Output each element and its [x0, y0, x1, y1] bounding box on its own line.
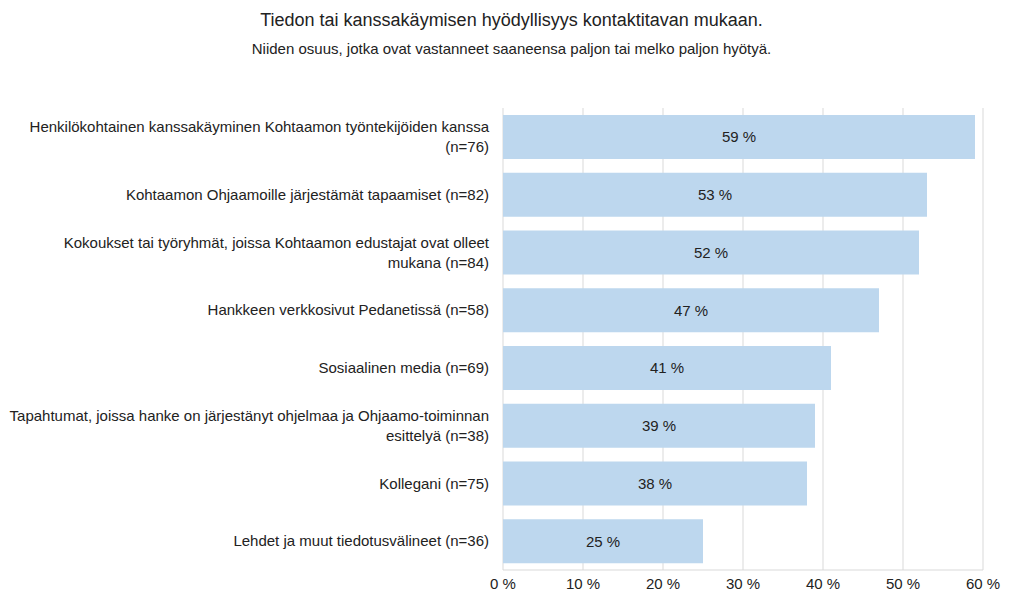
svg-text:38 %: 38 % — [638, 475, 672, 492]
svg-text:59 %: 59 % — [722, 128, 756, 145]
svg-text:Henkilökohtainen kanssakäymine: Henkilökohtainen kanssakäyminen Kohtaamo… — [30, 118, 490, 155]
svg-text:53 %: 53 % — [698, 186, 732, 203]
svg-text:Hankkeen verkkosivut Pedanetis: Hankkeen verkkosivut Pedanetissä (n=58) — [208, 301, 489, 318]
svg-text:52 %: 52 % — [694, 244, 728, 261]
html-text:Niiden osuus, jotka ovat vasta: Niiden osuus, jotka ovat vastanneet saan… — [251, 40, 772, 57]
html-text:Tiedon tai kanssakäymisen hyöd: Tiedon tai kanssakäymisen hyödyllisyys k… — [260, 10, 763, 30]
svg-text:30 %: 30 % — [726, 575, 760, 592]
svg-text:Sosiaalinen media (n=69): Sosiaalinen media (n=69) — [318, 359, 489, 376]
svg-text:50 %: 50 % — [886, 575, 920, 592]
svg-text:40 %: 40 % — [806, 575, 840, 592]
svg-text:25 %: 25 % — [586, 533, 620, 550]
svg-text:Lehdet ja muut tiedotusvälinee: Lehdet ja muut tiedotusvälineet (n=36) — [233, 532, 489, 549]
svg-text:20 %: 20 % — [646, 575, 680, 592]
svg-text:Kollegani (n=75): Kollegani (n=75) — [379, 475, 489, 492]
svg-text:Tapahtumat, joissa hanke on jä: Tapahtumat, joissa hanke on järjestänyt … — [10, 407, 489, 444]
svg-text:60 %: 60 % — [966, 575, 1000, 592]
svg-text:10 %: 10 % — [566, 575, 600, 592]
svg-text:41 %: 41 % — [650, 359, 684, 376]
svg-text:0 %: 0 % — [490, 575, 516, 592]
svg-text:39 %: 39 % — [642, 417, 676, 434]
svg-text:Kokoukset tai työryhmät, joiss: Kokoukset tai työryhmät, joissa Kohtaamo… — [64, 234, 490, 271]
svg-text:Kohtaamon Ohjaamoille järjestä: Kohtaamon Ohjaamoille järjestämät tapaam… — [126, 186, 489, 203]
svg-text:47 %: 47 % — [674, 302, 708, 319]
